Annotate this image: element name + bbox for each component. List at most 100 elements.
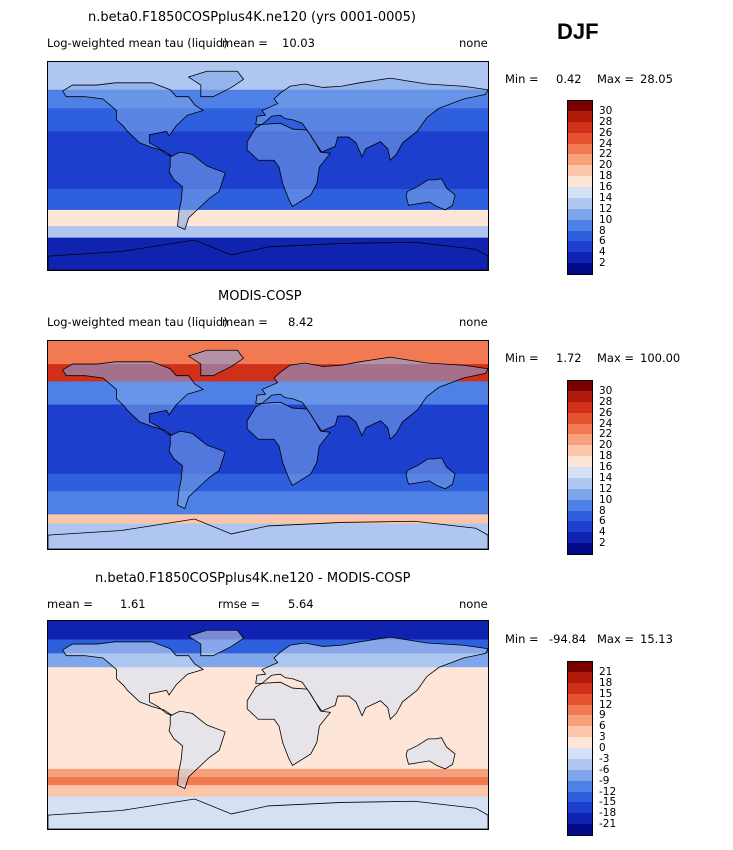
colorbar-swatch <box>567 176 593 188</box>
coastline-samerica <box>168 710 226 790</box>
colorbar-swatch <box>567 477 593 490</box>
colorbar-swatch <box>567 510 593 522</box>
colorbar-tick-label: 14 <box>599 471 613 484</box>
colorbar-swatch <box>567 737 593 749</box>
colorbar-swatch <box>567 780 593 793</box>
panel-3-colorbar: 21 18 15 12 9 6 3 0 -3 -6 -9 -12 -15 -18 -21 <box>567 661 627 836</box>
colorbar-swatch <box>567 121 593 134</box>
coastline-eurasia <box>255 636 488 721</box>
colorbar-tick-label: -18 <box>599 807 617 820</box>
coastline-australia <box>405 457 456 490</box>
colorbar-tick-label: -6 <box>599 763 610 776</box>
colorbar-swatch <box>567 445 593 457</box>
coastline-antarctica <box>48 798 488 829</box>
coastline-eurasia <box>255 77 488 162</box>
colorbar-border <box>567 100 593 101</box>
colorbar-tick-label: 4 <box>599 526 606 539</box>
colorbar-swatch <box>567 704 593 716</box>
colorbar-swatch <box>567 100 593 112</box>
map-band <box>48 237 488 270</box>
colorbar-swatch <box>567 748 593 760</box>
colorbar-tick-label: 2 <box>599 257 606 270</box>
panel-3-units: none <box>459 597 488 611</box>
panel-3-max-label: Max = <box>597 632 635 646</box>
colorbar-tick-label: 4 <box>599 246 606 259</box>
colorbar-tick-label: 12 <box>599 202 613 215</box>
colorbar-border <box>567 274 593 275</box>
coastline-africa <box>246 681 332 766</box>
colorbar-swatch <box>567 263 593 275</box>
panel-2-variable: Log-weighted mean tau (liquid) <box>47 315 228 329</box>
colorbar-tick-label: 21 <box>599 665 613 678</box>
map-field <box>48 341 488 549</box>
colorbar-swatch <box>567 532 593 544</box>
panel-2-map <box>47 340 489 550</box>
colorbar-swatch <box>567 401 593 414</box>
colorbar-tick-label: 24 <box>599 137 613 150</box>
colorbar-swatch <box>567 208 593 221</box>
colorbar-tick-label: 18 <box>599 170 613 183</box>
colorbar-border <box>567 554 593 555</box>
colorbar-swatch <box>567 715 593 727</box>
colorbar-border <box>567 835 593 836</box>
panel-2-min-label: Min = <box>505 351 539 365</box>
colorbar-swatch <box>567 693 593 706</box>
colorbar-tick-label: 12 <box>599 482 613 495</box>
colorbar-swatch <box>567 758 593 771</box>
panel-1-max-label: Max = <box>597 72 635 86</box>
panel-3-rmse-value: 5.64 <box>288 597 314 611</box>
map-band <box>48 796 488 829</box>
colorbar-tick-label: 0 <box>599 742 606 754</box>
coastline-samerica <box>168 430 226 510</box>
colorbar-tick-label: 10 <box>599 493 613 506</box>
colorbar-swatch <box>567 412 593 425</box>
season-label: DJF <box>557 19 599 44</box>
panel-2-mean-value: 8.42 <box>288 315 314 329</box>
coastline-samerica <box>168 151 226 231</box>
colorbar-tick-label: 26 <box>599 406 613 419</box>
panel-1-units: none <box>459 36 488 50</box>
colorbar-swatch <box>567 488 593 501</box>
colorbar-tick-label: 18 <box>599 676 613 689</box>
colorbar-tick-label: 20 <box>599 439 613 452</box>
colorbar-swatch <box>567 423 593 435</box>
colorbar-swatch <box>567 165 593 177</box>
colorbar-tick-label: 15 <box>599 687 613 700</box>
colorbar-swatch <box>567 802 593 814</box>
colorbar-swatch <box>567 661 593 673</box>
colorbar-swatch <box>567 110 593 123</box>
coastline-namerica <box>62 641 205 717</box>
panel-1-map <box>47 61 489 271</box>
panel-3-title: n.beta0.F1850COSPplus4K.ne120 - MODIS-CO… <box>95 571 411 586</box>
colorbar-tick-label: 30 <box>599 104 613 117</box>
colorbar-swatch <box>567 682 593 695</box>
colorbar-tick-label: -9 <box>599 774 610 787</box>
map-band <box>48 523 488 549</box>
coastline-australia <box>405 737 456 770</box>
colorbar-swatch <box>567 380 593 392</box>
colorbar-swatch <box>567 456 593 468</box>
map-band <box>48 473 488 492</box>
colorbar-tick-label: 6 <box>599 235 606 248</box>
panel-2-colorbar: 30 28 26 24 22 20 18 16 14 12 10 8 6 4 2 <box>567 380 627 555</box>
panel-2-units: none <box>459 315 488 329</box>
coastline-antarctica <box>48 239 488 270</box>
colorbar-swatch <box>567 791 593 803</box>
colorbar-tick-label: -12 <box>599 785 617 798</box>
map-band <box>48 514 488 525</box>
colorbar-swatch <box>567 769 593 782</box>
panel-3-rmse-label: rmse = <box>218 597 261 611</box>
panel-3-min-label: Min = <box>505 632 539 646</box>
coastline-antarctica <box>48 518 488 549</box>
colorbar-swatch <box>567 219 593 232</box>
colorbar-swatch <box>567 241 593 253</box>
panel-3-max-value: 15.13 <box>640 632 673 646</box>
colorbar-tick-label: 16 <box>599 181 613 193</box>
panel-1-mean-value: 10.03 <box>282 36 315 50</box>
colorbar-swatch <box>567 726 593 738</box>
colorbar-tick-label: 30 <box>599 384 613 397</box>
map-band <box>48 226 488 239</box>
colorbar-tick-label: 28 <box>599 115 613 128</box>
panel-3-mean-value: 1.61 <box>120 597 146 611</box>
panel-2-title: MODIS-COSP <box>218 289 302 304</box>
